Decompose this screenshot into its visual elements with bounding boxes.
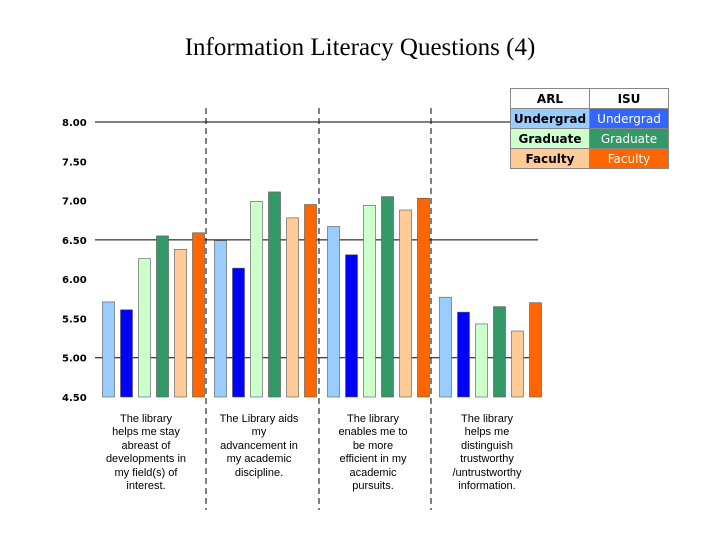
y-tick-label: 7.50 [62, 157, 87, 168]
bar [439, 296, 452, 398]
legend-header-isu: ISU [589, 88, 669, 109]
legend-isu-undergrad: Undergrad [589, 108, 669, 129]
y-tick-label: 5.50 [62, 314, 87, 325]
bar [250, 201, 263, 398]
bar [156, 235, 169, 398]
bar [286, 217, 299, 398]
chart-title: Information Literacy Questions (4) [184, 34, 536, 61]
bar [475, 323, 488, 398]
x-category-label: The library helps me stay abreast of develo… [105, 413, 187, 493]
bar [102, 301, 115, 398]
bar [327, 226, 340, 398]
x-category-label: The library enables me to be more efficient… [338, 413, 408, 493]
y-tick-label: 4.50 [62, 393, 87, 404]
y-tick-label: 5.00 [62, 354, 87, 365]
bar [174, 248, 187, 398]
bar [120, 309, 133, 398]
bar [529, 302, 542, 398]
bar [345, 254, 358, 398]
legend-arl-faculty: Faculty [510, 148, 590, 169]
bar [363, 204, 376, 398]
legend-isu-faculty: Faculty [589, 148, 669, 169]
bar [192, 232, 205, 398]
legend-header-arl: ARL [510, 88, 590, 109]
bar [417, 197, 430, 398]
bar [493, 306, 506, 398]
legend-isu-graduate: Graduate [589, 128, 669, 149]
x-category-label: The Library aids my advancement in my acade… [219, 413, 299, 479]
bar [511, 330, 524, 398]
bar [381, 196, 394, 398]
x-category-label: The library helps me distinguish trustworth… [452, 413, 522, 493]
bar [399, 209, 412, 398]
legend-arl-undergrad: Undergrad [510, 108, 590, 129]
y-tick-label: 8.00 [62, 118, 87, 129]
bar [268, 191, 281, 398]
bar [232, 267, 245, 398]
bar [214, 240, 227, 398]
bar [138, 258, 151, 398]
bar [304, 204, 317, 398]
bar [457, 311, 470, 398]
y-tick-label: 6.50 [62, 236, 87, 247]
y-tick-label: 6.00 [62, 275, 87, 286]
y-tick-label: 7.00 [62, 197, 87, 208]
legend: ARL ISU Undergrad Undergrad Graduate Gra… [510, 88, 669, 169]
legend-arl-graduate: Graduate [510, 128, 590, 149]
